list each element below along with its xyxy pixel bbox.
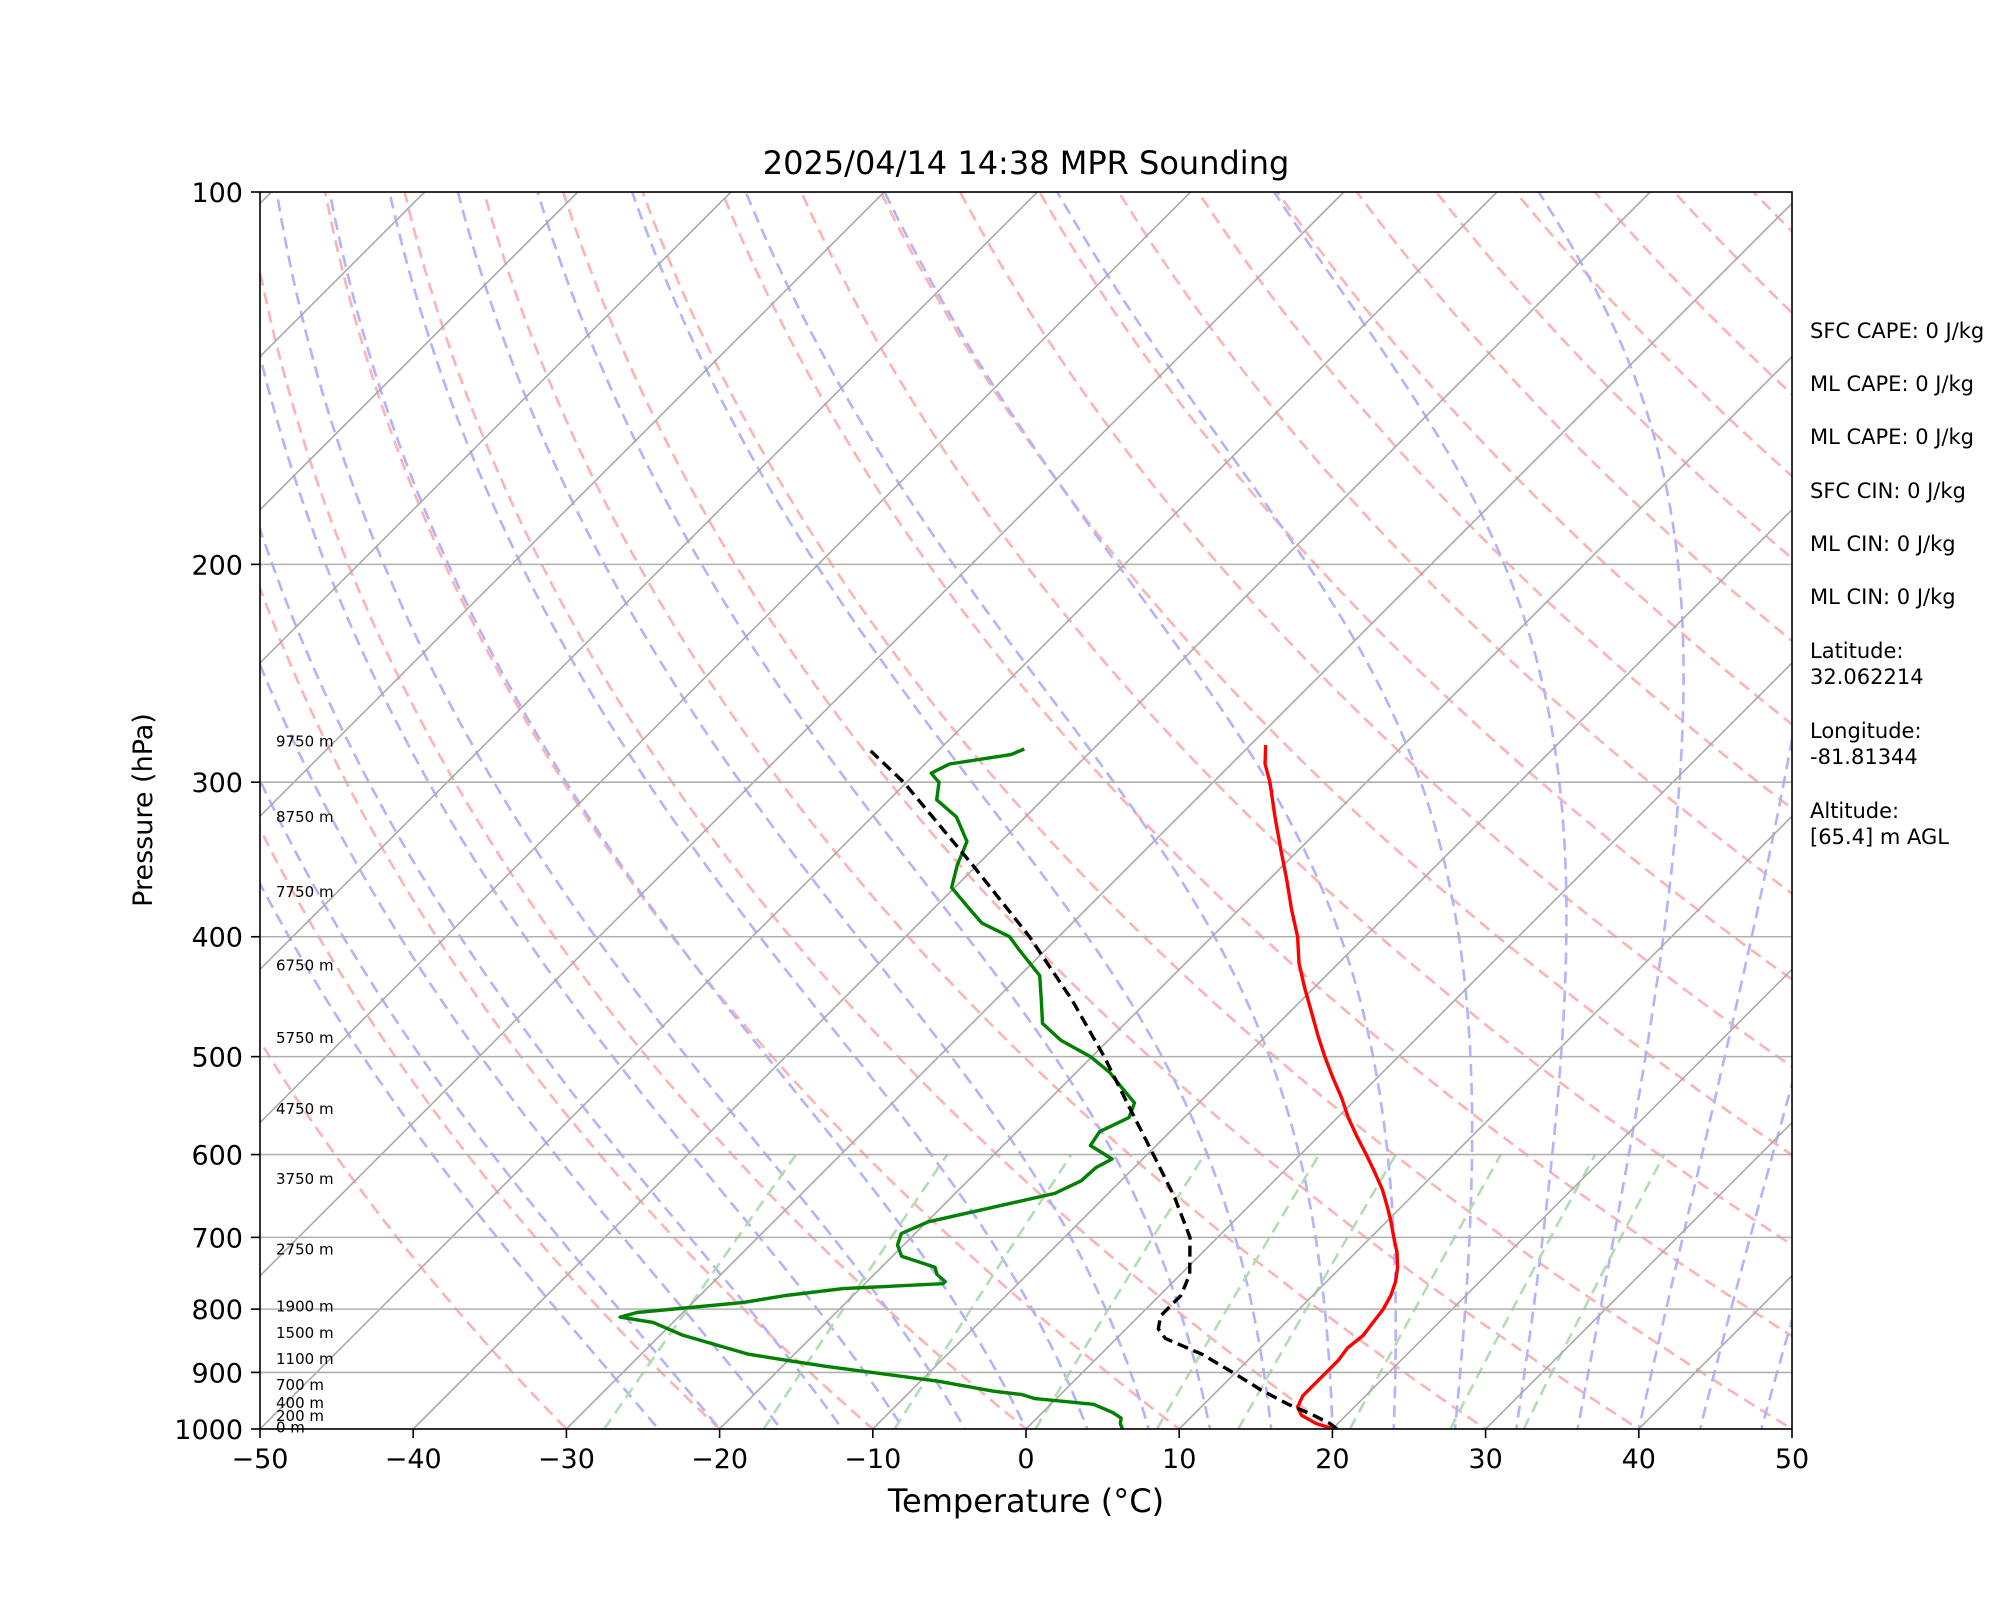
x-tick-label: −10 bbox=[844, 1444, 901, 1475]
sfc-cin-text: SFC CIN: 0 J/kg bbox=[1810, 478, 1966, 504]
longitude-text: Longitude: -81.81344 bbox=[1810, 718, 1922, 771]
x-axis-label: Temperature (°C) bbox=[887, 1482, 1164, 1520]
latitude-text: Latitude: 32.062214 bbox=[1810, 638, 1924, 691]
height-label: 1100 m bbox=[276, 1350, 334, 1368]
height-label: 4750 m bbox=[276, 1100, 334, 1118]
x-tick-label: 50 bbox=[1775, 1444, 1809, 1475]
height-label: 1900 m bbox=[276, 1297, 334, 1315]
chart-title: 2025/04/14 14:38 MPR Sounding bbox=[763, 144, 1290, 182]
ml-cin-text: ML CIN: 0 J/kg bbox=[1810, 531, 1956, 557]
altitude-text: Altitude: [65.4] m AGL bbox=[1810, 798, 1949, 851]
y-tick-label: 200 bbox=[191, 550, 243, 581]
x-tick-label: −20 bbox=[691, 1444, 748, 1475]
height-label: 8750 m bbox=[276, 808, 334, 826]
x-tick-label: −50 bbox=[232, 1444, 289, 1475]
height-label: 3750 m bbox=[276, 1170, 334, 1188]
height-label: 7750 m bbox=[276, 883, 334, 901]
y-tick-label: 600 bbox=[191, 1141, 243, 1172]
x-tick-label: 0 bbox=[1017, 1444, 1034, 1475]
ml-cin-text-2: ML CIN: 0 J/kg bbox=[1810, 584, 1956, 610]
y-tick-label: 1000 bbox=[174, 1415, 243, 1446]
y-tick-label: 400 bbox=[191, 923, 243, 954]
height-label: 2750 m bbox=[276, 1241, 334, 1259]
y-tick-label: 500 bbox=[191, 1043, 243, 1074]
y-tick-label: 300 bbox=[191, 768, 243, 799]
x-tick-label: 10 bbox=[1162, 1444, 1196, 1475]
height-label: 1500 m bbox=[276, 1324, 334, 1342]
height-label: 400 m bbox=[276, 1394, 324, 1412]
y-tick-label: 100 bbox=[191, 178, 243, 209]
x-tick-label: −30 bbox=[538, 1444, 595, 1475]
x-tick-label: 30 bbox=[1468, 1444, 1502, 1475]
x-tick-label: 20 bbox=[1315, 1444, 1349, 1475]
y-tick-label: 700 bbox=[191, 1223, 243, 1254]
ml-cape-text: ML CAPE: 0 J/kg bbox=[1810, 371, 1974, 397]
sfc-cape-text: SFC CAPE: 0 J/kg bbox=[1810, 318, 1984, 344]
height-label: 5750 m bbox=[276, 1029, 334, 1047]
height-label: 9750 m bbox=[276, 732, 334, 750]
height-label: 700 m bbox=[276, 1376, 324, 1394]
height-label: 6750 m bbox=[276, 957, 334, 975]
y-axis-label: Pressure (hPa) bbox=[128, 713, 159, 907]
y-tick-label: 800 bbox=[191, 1295, 243, 1326]
x-tick-label: −40 bbox=[385, 1444, 442, 1475]
ml-cape-text-2: ML CAPE: 0 J/kg bbox=[1810, 424, 1974, 450]
x-tick-label: 40 bbox=[1622, 1444, 1656, 1475]
y-tick-label: 900 bbox=[191, 1358, 243, 1389]
